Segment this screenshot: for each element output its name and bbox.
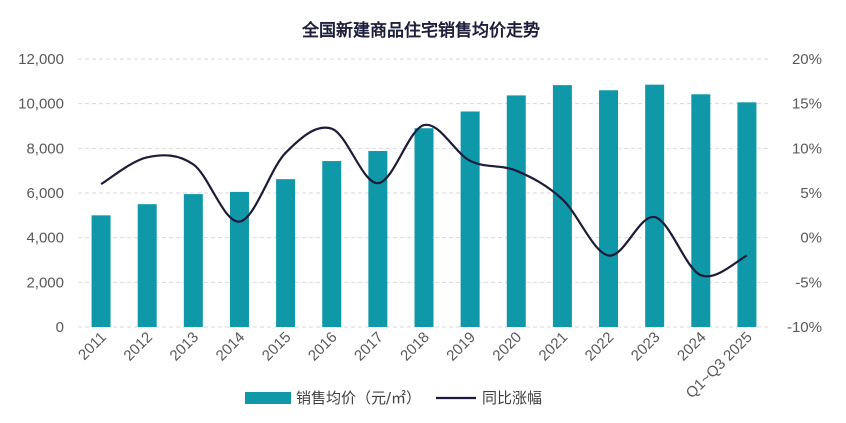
bar-2017	[368, 151, 388, 327]
x-tick-label: 2012	[120, 329, 156, 365]
y-axis-right: -10% -5% 0% 5% 10% 15% 20%	[787, 51, 822, 336]
bar-2018	[414, 128, 434, 327]
x-tick-label: 2011	[75, 329, 110, 364]
chart-title: 全国新建商品住宅销售均价走势	[301, 20, 540, 41]
bar-2016	[322, 161, 342, 327]
y-right-tick-label: -10%	[787, 319, 822, 336]
legend-line-label: 同比涨幅	[482, 389, 542, 407]
y-right-tick-label: 10%	[792, 140, 822, 157]
legend: 销售均价（元/㎡） 同比涨幅	[245, 389, 542, 407]
x-tick-label: 2014	[213, 329, 249, 365]
bar-2021	[552, 85, 572, 327]
bar-Q1~Q3 2025	[737, 102, 757, 328]
y-left-tick-label: 2,000	[26, 274, 64, 291]
y-left-tick-label: 4,000	[26, 230, 64, 247]
x-tick-label: 2017	[351, 329, 387, 365]
bar-2012	[137, 204, 157, 327]
y-right-tick-label: 0%	[800, 230, 822, 247]
y-right-tick-label: -5%	[795, 274, 822, 291]
x-tick-label: 2024	[674, 329, 710, 365]
y-left-tick-label: 6,000	[26, 185, 64, 202]
x-tick-label: 2019	[443, 329, 479, 365]
bar-2022	[599, 90, 619, 328]
bar-2019	[460, 111, 480, 327]
bar-2013	[183, 194, 203, 327]
x-tick-label: 2021	[536, 329, 572, 365]
y-left-tick-label: 8,000	[26, 140, 64, 157]
y-right-tick-label: 20%	[792, 51, 822, 68]
y-axis-left: 0 2,000 4,000 6,000 8,000 10,000 12,000	[18, 51, 64, 336]
legend-bar-label: 销售均价（元/㎡）	[296, 389, 421, 407]
bar-2023	[645, 84, 665, 327]
bar-2014	[229, 191, 249, 327]
x-tick-label: 2023	[628, 329, 664, 365]
x-tick-label: 2018	[397, 329, 433, 365]
bar-2015	[276, 179, 296, 327]
y-right-tick-label: 15%	[792, 96, 822, 113]
x-tick-label: 2016	[305, 329, 341, 365]
bar-2024	[691, 94, 711, 327]
x-tick-label: 2022	[582, 329, 618, 365]
x-tick-label: 2013	[167, 329, 203, 365]
legend-bar-swatch	[245, 392, 291, 404]
y-left-tick-label: 12,000	[18, 51, 64, 68]
bar-2011	[91, 215, 111, 327]
x-tick-label: 2020	[489, 329, 525, 365]
y-left-tick-label: 10,000	[18, 96, 64, 113]
x-tick-label: 2015	[259, 329, 295, 365]
bar-series	[91, 84, 757, 328]
bar-2020	[506, 95, 526, 327]
y-left-tick-label: 0	[56, 319, 64, 336]
line-series-path	[100, 123, 748, 278]
y-right-tick-label: 5%	[800, 185, 822, 202]
